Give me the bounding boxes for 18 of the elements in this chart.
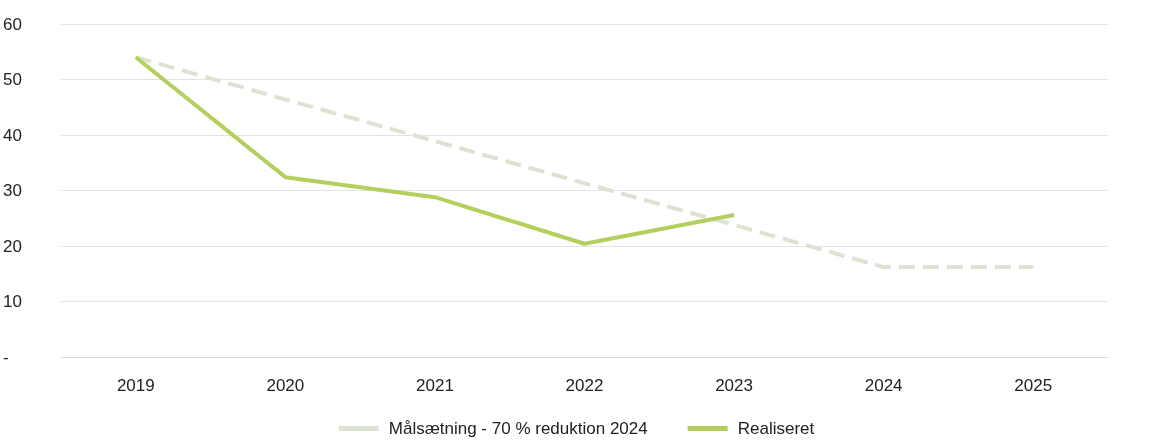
x-tick-label: 2020: [266, 376, 305, 395]
y-tick-label: 60: [3, 14, 22, 34]
y-tick-label: 50: [3, 70, 22, 89]
y-tick-label: 10: [3, 292, 22, 311]
legend-label: Realiseret: [737, 419, 815, 438]
x-tick-label: 2021: [416, 376, 454, 395]
line-series: [133, 55, 1036, 270]
x-tick-label: 2023: [715, 376, 753, 395]
x-tick-label: 2025: [1014, 376, 1053, 395]
y-tick-label: 40: [3, 125, 22, 145]
x-tick-label: 2019: [116, 376, 155, 395]
line-series: [133, 55, 737, 246]
x-tick-label: 2024: [864, 376, 903, 395]
legend-label: Målsætning - 70 % reduktion 2024: [388, 419, 648, 438]
x-tick-label: 2022: [565, 376, 604, 395]
y-tick-label: 30: [3, 181, 22, 200]
y-tick-label: 20: [3, 236, 22, 256]
y-tick-label: -: [3, 347, 9, 367]
